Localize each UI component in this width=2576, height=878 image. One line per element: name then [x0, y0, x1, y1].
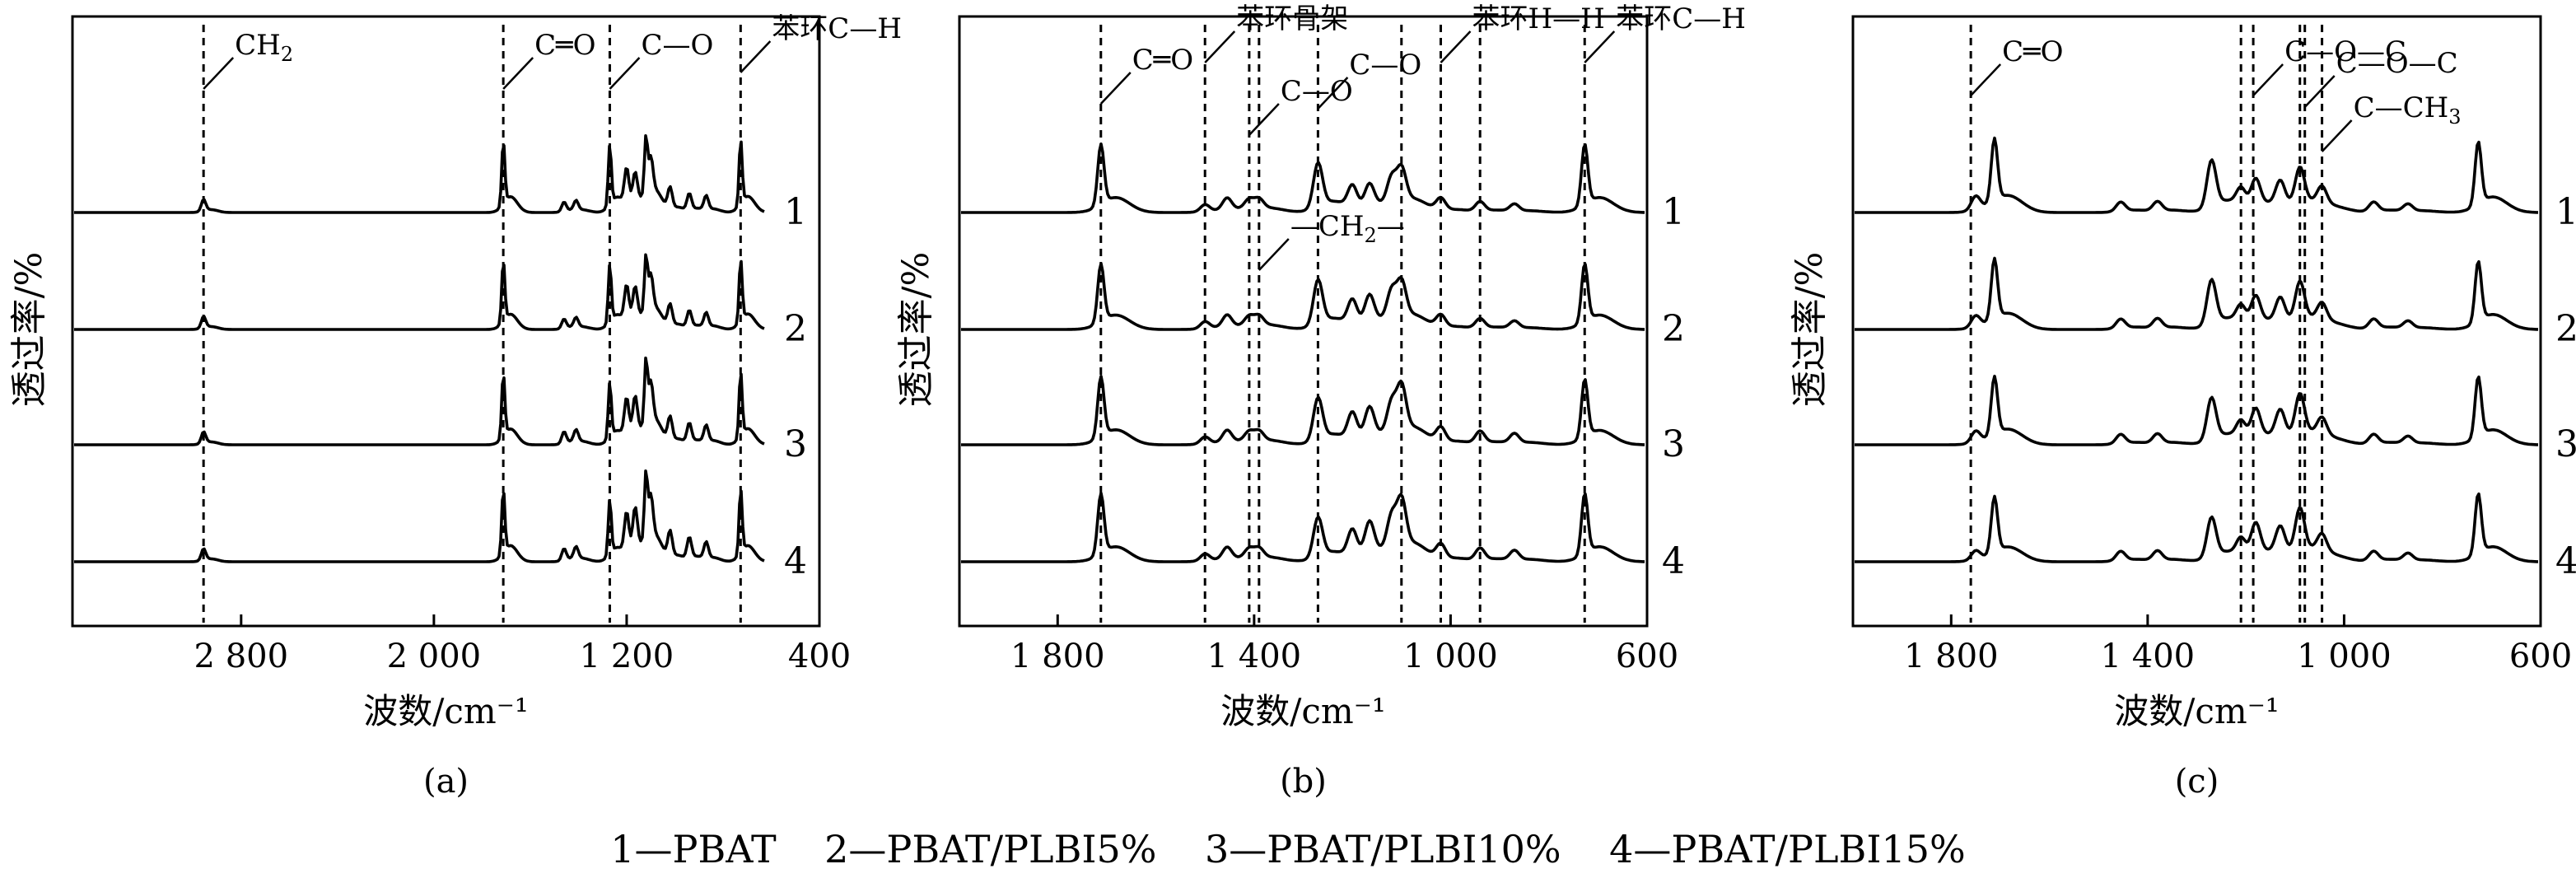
x-tick-label: 2 000: [387, 637, 482, 675]
annotation-leader: [203, 57, 235, 90]
panel-label: (c): [2175, 763, 2219, 801]
annotation-leader: [1584, 30, 1616, 63]
chart-panel-2: 1 800 1 400 1 000 600 波数/cm⁻¹ 透过率/% (b) 1 2 3 4 C═O…: [895, 2, 1746, 801]
spectrum-line-3: [74, 356, 765, 446]
x-tick-label: 1 800: [1010, 637, 1105, 675]
spectrum-line-2: [961, 262, 1645, 331]
plot-frame: [71, 15, 821, 628]
peak-annotation: C═O: [534, 29, 595, 62]
panel-label: (a): [423, 763, 469, 801]
annotation-leader: [502, 57, 534, 90]
x-tick-label: 2 800: [194, 637, 289, 675]
series-number-label: 2: [2555, 308, 2576, 350]
annotation-leader: [609, 57, 641, 90]
series-number-label: 4: [784, 540, 807, 582]
peak-annotation: C—O: [1281, 75, 1353, 108]
peak-annotation: 苯环骨架: [1236, 2, 1348, 35]
spectrum-line-2: [1855, 256, 2538, 331]
chart-panel-3: 1 800 1 400 1 000 600 波数/cm⁻¹ 透过率/% (c) 1 2 3 4 C═O…: [1789, 15, 2576, 801]
peak-annotation: CH2: [235, 29, 293, 66]
series-number-label: 3: [1662, 423, 1685, 465]
x-tick-label: 1 200: [580, 637, 674, 675]
x-tick-label: 1 000: [1403, 637, 1498, 675]
panel-label: (b): [1280, 763, 1327, 801]
spectrum-line-3: [961, 374, 1645, 446]
spectrum-line-2: [74, 253, 765, 331]
peak-annotation: C—O: [1349, 49, 1421, 82]
x-tick-label: 1 400: [2101, 637, 2196, 675]
plot-frame: [958, 15, 1649, 628]
spectrum-line-1: [961, 142, 1645, 214]
spectrum-line-4: [1855, 492, 2538, 563]
y-axis-label: 透过率/%: [1789, 252, 1831, 408]
annotation-leader: [2252, 63, 2284, 96]
annotation-leader: [2303, 75, 2336, 108]
peak-annotation: C═O: [2002, 35, 2063, 68]
annotation-leader: [1317, 77, 1349, 110]
series-number-label: 2: [784, 308, 807, 350]
annotation-subscript: 3: [2448, 105, 2461, 128]
series-number-label: 2: [1662, 308, 1685, 350]
x-tick-label: 600: [2509, 637, 2572, 675]
x-tick-label: 1 000: [2297, 637, 2392, 675]
x-axis-label: 波数/cm⁻¹: [363, 691, 529, 731]
annotation-leader: [2321, 119, 2353, 152]
peak-annotation: 苯环H—H: [1472, 2, 1605, 35]
series-number-label: 1: [784, 191, 807, 233]
annotation-leader: [1248, 103, 1280, 136]
peak-annotation: C—CH3: [2354, 91, 2462, 128]
peak-annotation: C—O—C: [2336, 47, 2458, 80]
series-number-label: 4: [2555, 540, 2576, 582]
series-number-label: 4: [1662, 540, 1685, 582]
spectrum-line-4: [74, 469, 765, 563]
series-number-label: 3: [2555, 423, 2576, 465]
x-tick-label: 600: [1616, 637, 1678, 675]
annotation-subscript: 2: [1364, 224, 1376, 247]
spectrum-line-3: [1855, 374, 2538, 446]
series-number-label: 1: [1662, 191, 1685, 233]
x-tick-label: 1 800: [1904, 637, 1999, 675]
spectrum-line-4: [961, 491, 1645, 563]
spectrum-line-1: [1855, 136, 2538, 214]
peak-annotation: 苯环C—H: [1616, 2, 1746, 35]
peak-annotation: —CH2—: [1290, 210, 1405, 247]
x-tick-label: 400: [788, 637, 851, 675]
chart-panel-1: 2 800 2 000 1 200 400 波数/cm⁻¹ 透过率/% (a) 1 2 3 4 CH2…: [8, 12, 902, 801]
annotation-leader: [1258, 238, 1290, 271]
annotation-leader: [740, 40, 772, 73]
y-axis-label: 透过率/%: [895, 252, 937, 408]
annotation-leader: [1970, 63, 2002, 96]
plot-frame: [1851, 15, 2542, 628]
x-axis-label: 波数/cm⁻¹: [2114, 691, 2280, 731]
annotation-subscript: 2: [281, 43, 293, 66]
series-number-label: 3: [784, 423, 807, 465]
annotation-leader: [1099, 72, 1132, 105]
annotation-leader: [1204, 30, 1236, 63]
peak-annotation: 苯环C—H: [772, 12, 902, 45]
peak-annotation: C═O: [1132, 44, 1193, 77]
figure-legend: 1—PBAT 2—PBAT/PLBI5% 3—PBAT/PLBI10% 4—PB…: [610, 827, 1966, 871]
spectrum-line-1: [74, 134, 765, 214]
series-number-label: 1: [2555, 191, 2576, 233]
peak-annotation: C—O: [641, 29, 713, 62]
x-axis-label: 波数/cm⁻¹: [1220, 691, 1386, 731]
peak-annotation: C—O—C: [2284, 35, 2406, 68]
y-axis-label: 透过率/%: [8, 252, 50, 408]
annotation-leader: [1440, 30, 1472, 63]
annotation-suffix: —: [1377, 210, 1405, 243]
x-tick-label: 1 400: [1207, 637, 1302, 675]
